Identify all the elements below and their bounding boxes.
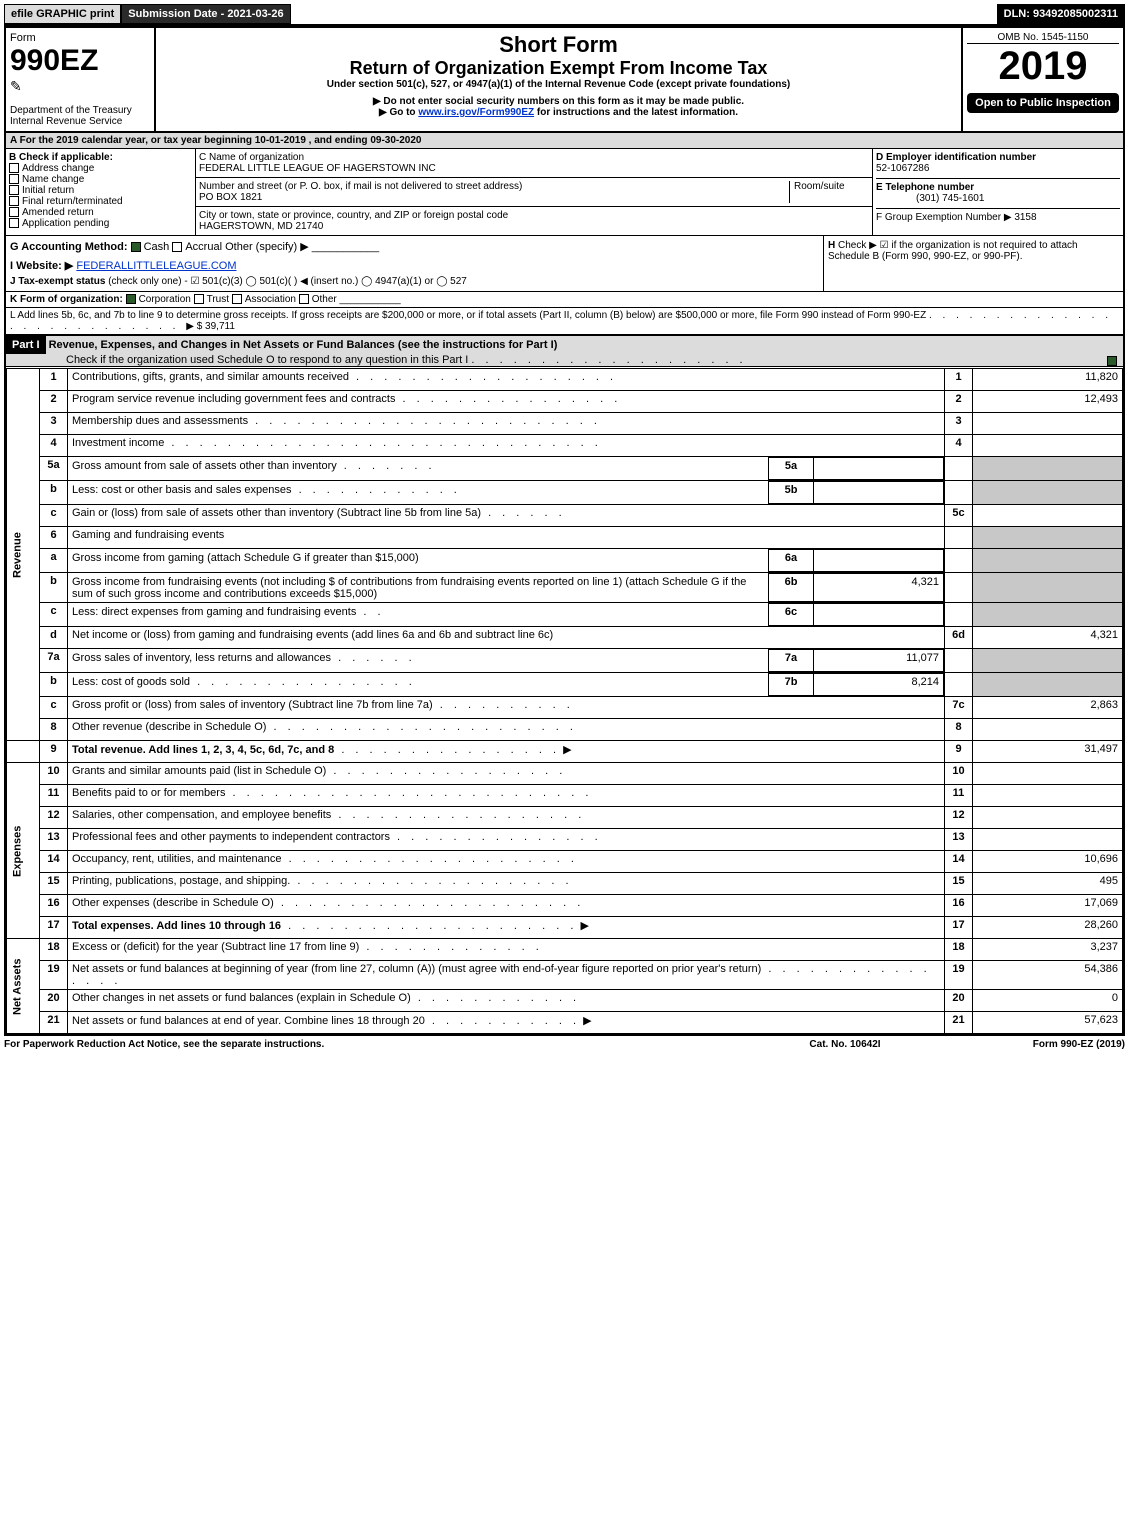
- tax-year: 2019: [967, 44, 1119, 89]
- tax-exempt-label: J Tax-exempt status: [10, 276, 105, 287]
- under-section-text: Under section 501(c), 527, or 4947(a)(1)…: [160, 79, 957, 90]
- omb-label: OMB No. 1545-1150: [967, 32, 1119, 44]
- accrual-checkbox[interactable]: [172, 242, 182, 252]
- initial-return-checkbox[interactable]: [9, 185, 19, 195]
- org-city: HAGERSTOWN, MD 21740: [199, 221, 323, 232]
- part1-title: Revenue, Expenses, and Changes in Net As…: [49, 339, 558, 351]
- name-change-checkbox[interactable]: [9, 174, 19, 184]
- part1-table: Revenue 1 Contributions, gifts, grants, …: [6, 368, 1123, 1034]
- ein-value: 52-1067286: [876, 163, 929, 174]
- cash-checkbox[interactable]: [131, 242, 141, 252]
- line14-value: 10,696: [973, 851, 1123, 873]
- phone-label: E Telephone number: [876, 182, 974, 193]
- irs-link[interactable]: www.irs.gov/Form990EZ: [418, 107, 534, 118]
- dln-label: DLN: 93492085002311: [997, 4, 1125, 24]
- other-org-checkbox[interactable]: [299, 294, 309, 304]
- part1-check: Check if the organization used Schedule …: [6, 354, 468, 366]
- form-header: Form 990EZ ✎ Department of the Treasury …: [6, 26, 1123, 133]
- form-footer: For Paperwork Reduction Act Notice, see …: [4, 1036, 1125, 1053]
- part1-label: Part I: [6, 336, 46, 354]
- line20-value: 0: [973, 990, 1123, 1012]
- paperwork-notice: For Paperwork Reduction Act Notice, see …: [4, 1039, 745, 1050]
- short-form-title: Short Form: [160, 32, 957, 58]
- accounting-method-label: G Accounting Method:: [10, 241, 128, 253]
- h-text: Check ▶ ☑ if the organization is not req…: [828, 240, 1078, 262]
- goto-text: ▶ Go to www.irs.gov/Form990EZ for instru…: [160, 107, 957, 118]
- city-label: City or town, state or province, country…: [199, 210, 508, 221]
- return-title: Return of Organization Exempt From Incom…: [160, 58, 957, 79]
- ssn-warning: ▶ Do not enter social security numbers o…: [160, 96, 957, 107]
- association-checkbox[interactable]: [232, 294, 242, 304]
- dept-label: Department of the Treasury: [10, 105, 150, 116]
- line6d-value: 4,321: [973, 627, 1123, 649]
- section-a-line: A For the 2019 calendar year, or tax yea…: [6, 133, 1123, 149]
- final-return-checkbox[interactable]: [9, 196, 19, 206]
- line9-value: 31,497: [973, 741, 1123, 763]
- efile-print-button[interactable]: efile GRAPHIC print: [4, 4, 121, 24]
- website-label: I Website: ▶: [10, 260, 73, 272]
- corporation-checkbox[interactable]: [126, 294, 136, 304]
- address-label: Number and street (or P. O. box, if mail…: [199, 181, 522, 192]
- org-info-block: B Check if applicable: Address change Na…: [6, 149, 1123, 236]
- line2-value: 12,493: [973, 391, 1123, 413]
- line16-value: 17,069: [973, 895, 1123, 917]
- expenses-vlabel: Expenses: [7, 763, 40, 939]
- section-b-checkboxes: B Check if applicable: Address change Na…: [6, 149, 196, 235]
- cat-no: Cat. No. 10642I: [745, 1039, 945, 1050]
- org-address: PO BOX 1821: [199, 192, 262, 203]
- line7c-value: 2,863: [973, 697, 1123, 719]
- submission-date-button[interactable]: Submission Date - 2021-03-26: [121, 4, 290, 24]
- tax-exempt-options: (check only one) - ☑ 501(c)(3) ◯ 501(c)(…: [108, 276, 467, 287]
- form-number: 990EZ: [10, 44, 150, 78]
- org-name: FEDERAL LITTLE LEAGUE OF HAGERSTOWN INC: [199, 163, 436, 174]
- form-label: Form: [10, 32, 150, 44]
- line15-value: 495: [973, 873, 1123, 895]
- line1-value: 11,820: [973, 369, 1123, 391]
- netassets-vlabel: Net Assets: [7, 939, 40, 1034]
- form-page-label: Form 990-EZ (2019): [945, 1039, 1125, 1050]
- line7a-value: 11,077: [814, 650, 944, 672]
- schedule-o-checkbox[interactable]: [1107, 356, 1117, 366]
- group-exempt-label: F Group Exemption Number ▶: [876, 212, 1012, 223]
- ein-label: D Employer identification number: [876, 152, 1036, 163]
- h-label: H: [828, 240, 835, 251]
- application-pending-checkbox[interactable]: [9, 218, 19, 228]
- website-link[interactable]: FEDERALLITTLELEAGUE.COM: [76, 260, 236, 272]
- line-l: L Add lines 5b, 6c, and 7b to line 9 to …: [6, 308, 1123, 335]
- line17-value: 28,260: [973, 917, 1123, 939]
- group-exempt-value: 3158: [1014, 212, 1036, 223]
- line7b-value: 8,214: [814, 674, 944, 696]
- open-inspection-box: Open to Public Inspection: [967, 93, 1119, 113]
- amended-return-checkbox[interactable]: [9, 207, 19, 217]
- top-bar: efile GRAPHIC print Submission Date - 20…: [4, 4, 1125, 24]
- line18-value: 3,237: [973, 939, 1123, 961]
- form-of-org: K Form of organization: Corporation Trus…: [6, 292, 1123, 308]
- line19-value: 54,386: [973, 961, 1123, 990]
- irs-label: Internal Revenue Service: [10, 116, 150, 127]
- address-change-checkbox[interactable]: [9, 163, 19, 173]
- revenue-vlabel: Revenue: [7, 369, 40, 741]
- trust-checkbox[interactable]: [194, 294, 204, 304]
- line6b-value: 4,321: [814, 574, 944, 602]
- room-suite-label: Room/suite: [789, 181, 869, 203]
- form-container: Form 990EZ ✎ Department of the Treasury …: [4, 24, 1125, 1036]
- phone-value: (301) 745-1601: [876, 193, 984, 204]
- line21-value: 57,623: [973, 1012, 1123, 1034]
- org-name-label: C Name of organization: [199, 152, 304, 163]
- part1-header: Part I Revenue, Expenses, and Changes in…: [6, 335, 1123, 367]
